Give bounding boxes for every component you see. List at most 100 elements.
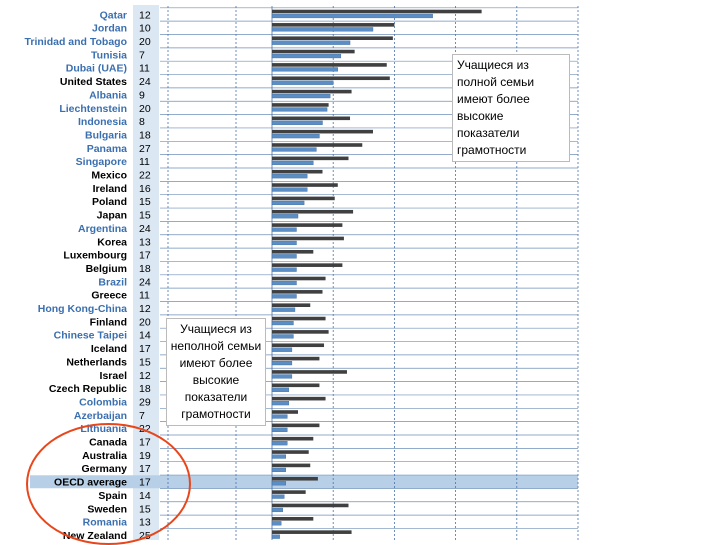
country-label: Poland: [92, 196, 127, 208]
percent-label: 11: [139, 156, 150, 168]
percent-label: 11: [139, 63, 150, 75]
percent-label: 17: [139, 250, 151, 262]
country-label: Hong Kong-China: [38, 303, 127, 315]
bar-blue: [271, 227, 297, 232]
percent-label: 13: [139, 236, 151, 248]
country-label: United States: [60, 76, 127, 88]
country-label: Colombia: [79, 396, 127, 408]
annotation-right: Учащиеся из полной семьи имеют более выс…: [452, 54, 570, 162]
bar-dark: [272, 383, 320, 388]
bar-blue: [271, 347, 293, 352]
bar-dark: [272, 476, 318, 481]
bar-blue: [271, 441, 288, 446]
bar-dark: [272, 450, 309, 454]
bar-blue: [271, 13, 433, 19]
bar-blue: [271, 40, 351, 45]
bar-blue: [271, 361, 293, 366]
bar-blue: [271, 134, 320, 139]
bar-dark: [272, 330, 329, 334]
country-label: Chinese Taipei: [54, 330, 127, 342]
percent-label: 8: [139, 116, 145, 128]
bar-blue: [271, 387, 290, 392]
bar-blue: [271, 320, 294, 326]
bar-blue: [271, 254, 297, 259]
percent-label: 12: [139, 9, 151, 21]
percent-label: 27: [139, 143, 151, 155]
bar-dark: [272, 236, 344, 241]
bar-blue: [271, 107, 328, 112]
bar-blue: [271, 93, 331, 99]
bar-dark: [272, 490, 306, 494]
bar-blue: [271, 267, 297, 272]
bar-dark: [272, 250, 314, 254]
bar-dark: [272, 36, 393, 40]
percent-label: 24: [139, 223, 151, 235]
country-label: Ireland: [93, 183, 127, 195]
bar-blue: [271, 80, 334, 85]
bar-dark: [272, 169, 323, 174]
bar-dark: [272, 263, 343, 267]
bar-dark: [272, 116, 351, 121]
country-label: Dubai (UAE): [66, 63, 127, 75]
percent-label: 16: [139, 183, 151, 195]
bar-blue: [271, 120, 323, 125]
percent-label: 7: [139, 49, 145, 61]
bar-blue: [271, 160, 314, 165]
bar-dark: [272, 343, 325, 348]
percent-label: 9: [139, 89, 145, 101]
bar-blue: [271, 67, 338, 72]
country-label: Argentina: [78, 223, 127, 235]
bar-blue: [271, 214, 299, 219]
bar-blue: [271, 374, 293, 379]
country-label: Trinidad and Tobago: [25, 36, 127, 48]
percent-label: 18: [139, 129, 151, 141]
percent-label: 22: [139, 170, 151, 182]
bar-dark: [272, 103, 329, 107]
bar-blue: [271, 494, 285, 499]
bar-blue: [271, 200, 305, 205]
bar-dark: [272, 370, 347, 374]
country-label: Israel: [100, 370, 128, 382]
bar-blue: [271, 414, 288, 419]
country-label: Greece: [91, 290, 127, 302]
bar-dark: [272, 517, 314, 521]
bar-dark: [272, 63, 387, 67]
percent-label: 20: [139, 36, 151, 48]
bar-blue: [271, 507, 283, 513]
country-label: Japan: [97, 210, 127, 222]
percent-label: 14: [139, 330, 151, 342]
bar-dark: [272, 423, 320, 428]
bar-dark: [272, 530, 352, 534]
bar-dark: [272, 209, 354, 214]
bar-dark: [272, 396, 326, 401]
bar-blue: [271, 401, 290, 406]
bar-blue: [271, 521, 282, 526]
percent-label: 24: [139, 276, 151, 288]
bar-blue: [271, 187, 308, 192]
percent-label: 15: [139, 210, 151, 222]
bar-dark: [272, 303, 311, 307]
country-label: Bulgaria: [85, 129, 127, 141]
bar-dark: [272, 143, 363, 147]
bar-blue: [271, 307, 296, 312]
percent-label: 18: [139, 383, 151, 395]
country-label: Mexico: [91, 170, 127, 182]
country-label: Albania: [89, 89, 127, 101]
country-label: Tunisia: [91, 49, 127, 61]
bar-dark: [272, 290, 323, 294]
country-label: Jordan: [92, 23, 127, 35]
bar-blue: [271, 467, 286, 472]
bar-blue: [271, 454, 286, 459]
bar-blue: [271, 53, 342, 59]
bar-dark: [272, 316, 326, 321]
bar-dark: [272, 436, 314, 441]
country-label: Liechtenstein: [59, 103, 127, 115]
percent-label: 12: [139, 303, 151, 315]
percent-label: 7: [139, 410, 145, 422]
bar-blue: [271, 534, 280, 539]
bar-dark: [272, 276, 326, 281]
bar-blue: [271, 174, 308, 179]
country-label: Czech Republic: [49, 383, 127, 395]
country-label: Netherlands: [66, 356, 127, 368]
